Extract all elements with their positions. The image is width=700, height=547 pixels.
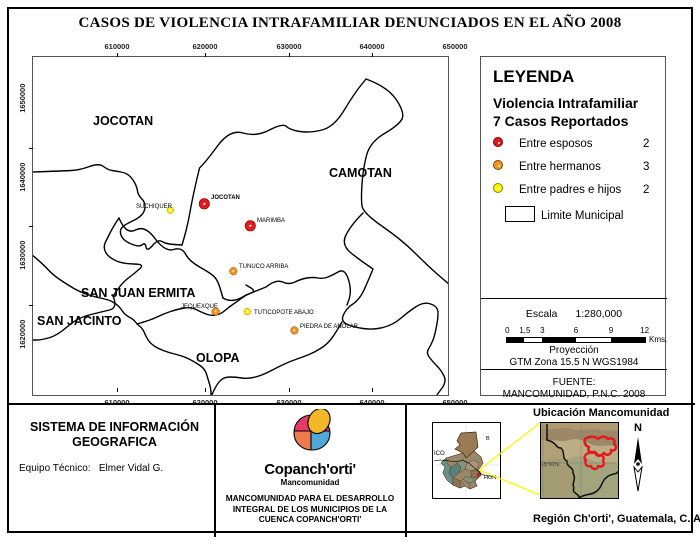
svg-text:JOCOTAN: JOCOTAN — [211, 195, 240, 201]
svg-text:SAN JACINTO: SAN JACINTO — [37, 314, 122, 328]
svg-text:JEQUEXQUE: JEQUEXQUE — [181, 304, 218, 310]
svg-text:SAN JUAN ERMITA: SAN JUAN ERMITA — [81, 286, 195, 300]
svg-text:PIEDRA DE ANOLAR: PIEDRA DE ANOLAR — [300, 324, 359, 330]
svg-text:TUNUCO ARRIBA: TUNUCO ARRIBA — [239, 264, 288, 270]
svg-text:SUCHIQUER: SUCHIQUER — [136, 204, 173, 210]
svg-text:OLOPA: OLOPA — [196, 351, 240, 365]
svg-text:CAMOTAN: CAMOTAN — [329, 166, 392, 180]
svg-text:MARIMBA: MARIMBA — [257, 218, 285, 224]
svg-text:JOCOTAN: JOCOTAN — [93, 114, 153, 128]
svg-text:TUTICOPOTE ABAJO: TUTICOPOTE ABAJO — [254, 310, 314, 316]
